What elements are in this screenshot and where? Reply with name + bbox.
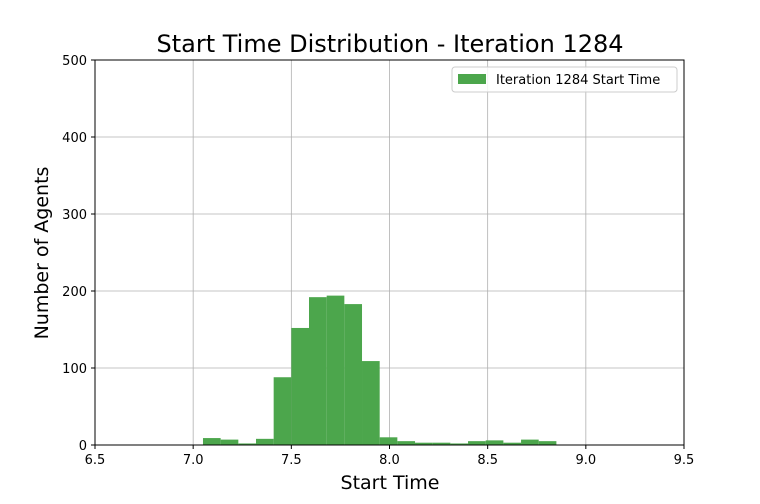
histogram-bar bbox=[415, 442, 433, 445]
histogram-bar bbox=[538, 441, 557, 445]
histogram-bar bbox=[379, 437, 398, 445]
y-tick-label: 400 bbox=[62, 131, 87, 146]
legend-swatch bbox=[458, 74, 486, 84]
histogram-bar bbox=[397, 441, 416, 445]
histogram-bar bbox=[521, 439, 539, 445]
histogram-bar bbox=[238, 443, 256, 445]
y-axis-ticks: 0 100 200 300 400 500 bbox=[62, 54, 95, 454]
x-tick-label: 6.5 bbox=[85, 453, 106, 468]
histogram-bar bbox=[485, 440, 504, 445]
histogram-bar bbox=[344, 304, 363, 445]
legend-label: Iteration 1284 Start Time bbox=[496, 73, 660, 88]
x-axis-label: Start Time bbox=[341, 472, 440, 494]
y-tick-label: 200 bbox=[62, 285, 87, 300]
grid-lines bbox=[94, 59, 685, 446]
x-tick-label: 8.5 bbox=[477, 453, 498, 468]
histogram-bar bbox=[432, 442, 451, 445]
legend-box bbox=[451, 66, 678, 93]
y-tick-label: 0 bbox=[79, 439, 87, 454]
histogram-bar bbox=[291, 327, 310, 445]
histogram-bar bbox=[202, 438, 221, 445]
x-tick-label: 9.0 bbox=[575, 453, 596, 468]
y-tick-label: 100 bbox=[62, 362, 87, 377]
histogram-bar bbox=[468, 441, 486, 445]
x-tick-label: 7.0 bbox=[183, 453, 204, 468]
histogram-bar bbox=[220, 439, 239, 445]
histogram-bar bbox=[450, 443, 469, 445]
histogram-bar bbox=[309, 297, 327, 445]
x-tick-label: 9.5 bbox=[674, 453, 695, 468]
chart-title: Start Time Distribution - Iteration 1284 bbox=[156, 30, 623, 58]
y-tick-label: 500 bbox=[62, 54, 87, 69]
y-tick-label: 300 bbox=[62, 208, 87, 223]
histogram-bars bbox=[202, 295, 557, 445]
x-axis-ticks: 6.5 7.0 7.5 8.0 8.5 9.0 9.5 bbox=[85, 445, 695, 468]
legend: Iteration 1284 Start Time bbox=[451, 66, 678, 93]
histogram-bar bbox=[503, 442, 522, 445]
x-tick-label: 7.5 bbox=[281, 453, 302, 468]
histogram-bar bbox=[273, 377, 292, 445]
histogram-bar bbox=[326, 295, 345, 445]
histogram-bar bbox=[255, 438, 274, 445]
histogram-bar bbox=[362, 361, 380, 445]
x-tick-label: 8.0 bbox=[379, 453, 400, 468]
y-axis-label: Number of Agents bbox=[31, 167, 53, 340]
